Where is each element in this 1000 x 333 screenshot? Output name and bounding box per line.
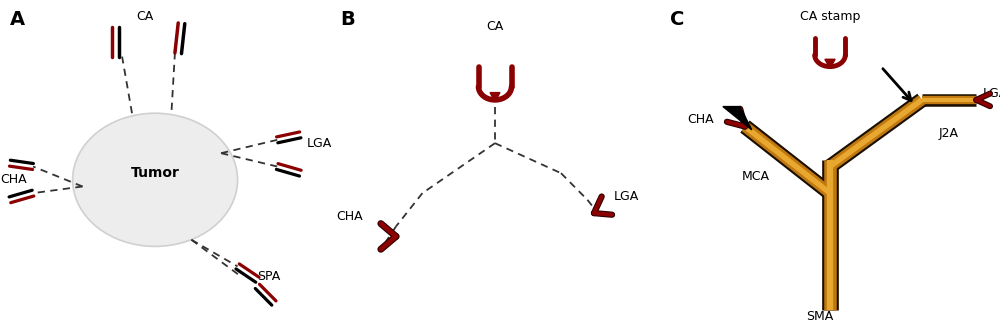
Text: LGA: LGA — [307, 137, 332, 150]
Text: LGA: LGA — [983, 87, 1000, 100]
Polygon shape — [825, 59, 835, 68]
Text: CHA: CHA — [0, 173, 27, 186]
Text: CHA: CHA — [687, 113, 714, 127]
Text: CA: CA — [486, 20, 504, 33]
Text: LGA: LGA — [614, 190, 639, 203]
Text: MCA: MCA — [742, 170, 770, 183]
Text: Tumor: Tumor — [131, 166, 180, 180]
Text: B: B — [340, 10, 355, 29]
Polygon shape — [723, 107, 752, 130]
Text: CHA: CHA — [337, 210, 363, 223]
Text: J2A: J2A — [939, 127, 959, 140]
Text: C: C — [670, 10, 685, 29]
Text: SPA: SPA — [257, 270, 281, 283]
Polygon shape — [490, 93, 500, 102]
Text: A: A — [10, 10, 25, 29]
Text: CA stamp: CA stamp — [800, 10, 860, 23]
Text: SMA: SMA — [806, 310, 833, 323]
Ellipse shape — [73, 113, 238, 246]
Text: CA: CA — [137, 10, 154, 23]
